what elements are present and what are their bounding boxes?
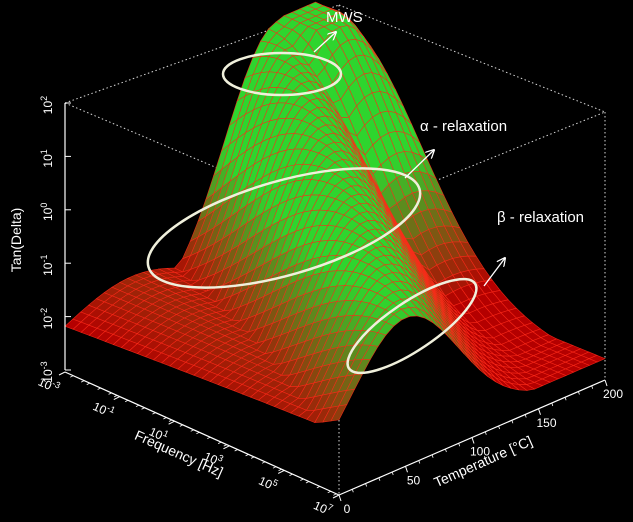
frequency-tick-mark bbox=[332, 494, 340, 499]
temperature-minor-tick bbox=[591, 385, 594, 389]
temperature-minor-tick bbox=[458, 443, 461, 447]
frequency-minor-tick bbox=[163, 417, 167, 420]
frequency-minor-tick bbox=[300, 478, 304, 481]
temperature-minor-tick bbox=[578, 391, 580, 395]
frequency-minor-tick bbox=[278, 468, 282, 472]
frequency-minor-tick bbox=[272, 466, 277, 469]
frequency-minor-tick bbox=[289, 473, 293, 476]
beta-relaxation-label: β - relaxation bbox=[497, 209, 584, 226]
frequency-tick-mark bbox=[113, 396, 121, 401]
frequency-minor-tick bbox=[135, 404, 140, 408]
frequency-minor-tick bbox=[333, 493, 337, 496]
temperature-tick-mark bbox=[604, 379, 608, 387]
frequency-minor-tick bbox=[207, 436, 211, 440]
annotations: MWS α - relaxation β - relaxation bbox=[146, 9, 584, 375]
temperature-minor-tick bbox=[564, 397, 567, 401]
temperature-axis-title: Temperature [°C] bbox=[431, 433, 534, 491]
beta-relaxation-ellipse bbox=[346, 277, 478, 375]
z-tick-label: 10-2 bbox=[39, 308, 55, 329]
temperature-minor-tick bbox=[511, 420, 514, 424]
temperature-minor-tick bbox=[351, 489, 354, 493]
frequency-minor-tick bbox=[250, 456, 255, 459]
temperature-tick-label: 200 bbox=[603, 387, 623, 401]
temperature-minor-tick bbox=[418, 460, 421, 464]
frequency-minor-tick bbox=[141, 407, 145, 410]
frequency-minor-tick bbox=[305, 481, 310, 484]
frequency-minor-tick bbox=[108, 392, 112, 395]
temperature-tick-label: 150 bbox=[536, 416, 556, 430]
z-tick-label: 10-1 bbox=[39, 255, 55, 276]
temperature-tick-mark bbox=[405, 466, 408, 473]
frequency-minor-tick bbox=[245, 454, 249, 457]
temperature-minor-tick bbox=[484, 431, 487, 435]
surface-fill bbox=[64, 1, 606, 423]
frequency-minor-tick bbox=[124, 399, 129, 403]
mws-arrow bbox=[313, 32, 336, 53]
z-axis-title: Tan(Delta) bbox=[8, 208, 24, 273]
temperature-tick-label: 100 bbox=[470, 445, 490, 459]
frequency-minor-tick bbox=[327, 490, 331, 494]
beta-relaxation-arrow bbox=[483, 258, 505, 287]
frequency-minor-tick bbox=[190, 429, 194, 432]
frequency-tick-mark bbox=[277, 469, 285, 474]
frequency-minor-tick bbox=[80, 380, 85, 383]
frequency-minor-tick bbox=[179, 424, 184, 427]
frequency-minor-tick bbox=[196, 431, 200, 435]
frequency-minor-tick bbox=[234, 449, 238, 452]
frequency-axis-line bbox=[64, 371, 340, 496]
frequency-minor-tick bbox=[113, 395, 118, 398]
temperature-minor-tick bbox=[524, 414, 527, 418]
frequency-minor-tick bbox=[217, 441, 222, 444]
frequency-minor-tick bbox=[223, 444, 227, 447]
alpha-relaxation-label: α - relaxation bbox=[420, 118, 507, 135]
frequency-minor-tick bbox=[97, 387, 101, 390]
frequency-tick-mark bbox=[58, 371, 66, 376]
temperature-tick-label: 50 bbox=[407, 473, 421, 487]
temperature-minor-tick bbox=[365, 483, 367, 487]
temperature-tick-mark bbox=[471, 437, 475, 444]
temperature-minor-tick bbox=[391, 471, 394, 476]
frequency-minor-tick bbox=[316, 486, 321, 489]
frequency-tick-label: 10-1 bbox=[91, 397, 117, 420]
surface-cell bbox=[330, 404, 348, 422]
temperature-tick-mark bbox=[338, 494, 342, 502]
frequency-minor-tick bbox=[86, 382, 90, 385]
z-tick-label: 100 bbox=[39, 203, 55, 221]
temperature-tick-mark bbox=[538, 408, 541, 415]
frequency-minor-tick bbox=[70, 375, 74, 378]
temperature-minor-tick bbox=[431, 454, 434, 458]
frequency-tick-label: 107 bbox=[311, 496, 334, 518]
mws-ellipse bbox=[221, 51, 343, 97]
temperature-minor-tick bbox=[445, 448, 447, 453]
frequency-minor-tick bbox=[168, 419, 173, 422]
temperature-axis-ticks: 0 50 100 150 200 bbox=[338, 379, 623, 516]
temperature-minor-tick bbox=[498, 425, 500, 430]
alpha-relaxation-ellipse bbox=[146, 167, 422, 289]
temperature-minor-tick bbox=[551, 402, 554, 407]
temperature-minor-tick bbox=[378, 477, 381, 481]
frequency-minor-tick bbox=[152, 412, 156, 415]
tan-delta-surface bbox=[64, 1, 606, 423]
alpha-relaxation-arrow bbox=[404, 150, 434, 179]
z-tick-label: 102 bbox=[39, 96, 55, 114]
frequency-tick-mark bbox=[223, 445, 230, 450]
frequency-minor-tick bbox=[261, 461, 266, 464]
z-tick-label: 101 bbox=[39, 149, 55, 167]
frequency-tick-label: 105 bbox=[257, 472, 280, 494]
mws-label: MWS bbox=[326, 9, 363, 26]
temperature-tick-label: 0 bbox=[344, 502, 351, 516]
frequency-tick-mark bbox=[168, 420, 175, 425]
